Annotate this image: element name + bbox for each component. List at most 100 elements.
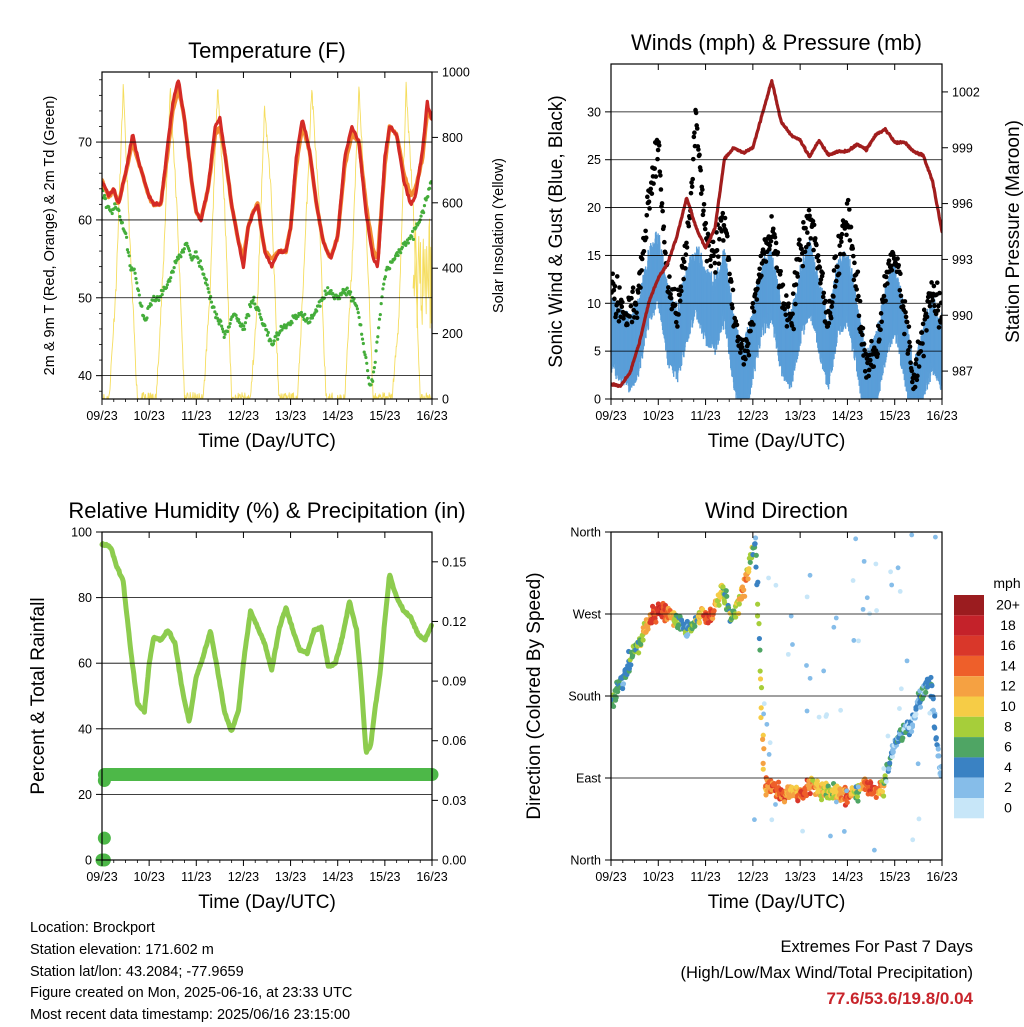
dewpoint-point	[414, 225, 418, 229]
dewpoint-point	[259, 317, 264, 322]
wind-gust-point	[869, 338, 874, 344]
wind-gust-point	[772, 234, 778, 240]
wind-gust-point	[712, 260, 718, 266]
wind-direction-point	[825, 783, 831, 789]
wind-direction-point	[923, 689, 929, 695]
wind-direction-point	[929, 683, 935, 689]
wind-gust-point	[878, 327, 883, 333]
wind-gust-point	[696, 147, 701, 152]
dewpoint-point	[329, 289, 333, 293]
wind-gust-point	[655, 147, 661, 153]
wind-direction-point	[881, 793, 887, 799]
wind-direction-point	[873, 561, 879, 567]
y-tick-label: 80	[78, 591, 92, 605]
wind-gust-point	[871, 364, 877, 369]
wind-gust-point	[746, 341, 751, 346]
wind-gust-point	[833, 278, 839, 284]
y-tick-label: 0	[594, 393, 601, 407]
wind-gust-point	[790, 311, 795, 317]
chart-title-0: Temperature (F)	[188, 38, 346, 63]
wind-direction-point	[747, 559, 753, 565]
wind-direction-point	[860, 606, 866, 612]
dewpoint-point	[400, 245, 404, 249]
dewpoint-point	[172, 265, 176, 270]
wind-gust-point	[938, 320, 942, 325]
wind-gust-point	[930, 298, 936, 303]
dewpoint-point	[194, 250, 198, 254]
legend-label: 6	[1004, 739, 1012, 755]
wind-direction-point	[753, 564, 759, 570]
y-tick-label: West	[573, 608, 602, 622]
wind-direction-point	[937, 770, 942, 776]
dewpoint-point	[357, 315, 361, 320]
wind-gust-point	[662, 239, 667, 245]
dewpoint-point	[126, 250, 130, 254]
wind-gust-point	[909, 368, 915, 374]
wind-direction-point	[909, 532, 915, 538]
y-axis-label-2: Percent & Total Rainfall	[28, 597, 49, 794]
y-tick-label: 40	[78, 369, 92, 383]
wind-gust-point	[644, 212, 650, 218]
wind-gust-point	[845, 197, 851, 203]
dewpoint-point	[355, 307, 360, 311]
dewpoint-point	[152, 294, 156, 298]
wind-gust-point	[658, 187, 664, 192]
wind-gust-point	[749, 305, 755, 310]
wind-direction-point	[818, 797, 825, 803]
dewpoint-point	[383, 275, 388, 279]
wind-gust-point	[611, 271, 616, 277]
dewpoint-point	[362, 350, 366, 354]
wind-gust-point	[666, 285, 671, 290]
wind-gust-point	[885, 281, 890, 286]
dewpoint-point	[120, 221, 124, 225]
y-tick-label: 20	[78, 788, 92, 802]
wind-direction-point	[807, 572, 813, 578]
wind-gust-point	[800, 263, 806, 269]
wind-gust-point	[927, 303, 933, 309]
wind-gust-point	[889, 267, 895, 273]
wind-gust-point	[896, 262, 901, 268]
y-tick-label: 0	[85, 854, 92, 868]
wind-gust-point	[627, 314, 633, 319]
wind-gust-point	[938, 300, 942, 306]
wind-gust-point	[817, 265, 823, 270]
dewpoint-point	[160, 292, 164, 297]
dewpoint-point	[396, 253, 400, 258]
dewpoint-point	[372, 366, 376, 370]
wind-gust-point	[904, 319, 910, 325]
wind-gust-point	[860, 325, 866, 331]
dewpoint-point	[141, 314, 146, 318]
dewpoint-point	[174, 261, 178, 265]
wind-direction-point	[935, 746, 941, 752]
y-tick-label: 40	[78, 722, 92, 736]
wind-gust-point	[677, 298, 683, 304]
y2-axis-label-0: Solar Insolation (Yellow)	[491, 158, 507, 313]
x-tick-label: 12/23	[737, 870, 768, 884]
chart-title-2: Relative Humidity (%) & Precipitation (i…	[68, 498, 465, 523]
wind-gust-point	[908, 360, 913, 366]
wind-gust-point	[816, 258, 821, 264]
dewpoint-point	[164, 285, 169, 290]
y-axis-label-0: 2m & 9m T (Red, Orange) & 2m Td (Green)	[42, 96, 58, 376]
wind-gust-point	[713, 270, 718, 275]
x-tick-label: 10/23	[643, 870, 674, 884]
wind-direction-point	[895, 565, 901, 571]
dewpoint-point	[205, 283, 209, 287]
dewpoint-point	[222, 335, 226, 339]
wind-direction-point	[851, 638, 857, 643]
wind-gust-point	[754, 297, 760, 302]
wind-direction-point	[636, 650, 642, 656]
x-tick-label: 14/23	[832, 409, 863, 423]
wind-gust-point	[850, 253, 856, 259]
wind-gust-point	[921, 307, 927, 313]
wind-gust-point	[714, 247, 720, 253]
dewpoint-point	[422, 210, 426, 215]
dewpoint-point	[127, 254, 131, 258]
wind-gust-point	[903, 314, 909, 320]
y2-tick-label: 987	[952, 365, 973, 379]
wind-direction-point	[771, 780, 777, 787]
dewpoint-point	[294, 317, 298, 321]
wind-direction-point	[745, 576, 751, 582]
dewpoint-point	[257, 308, 261, 313]
dewpoint-point	[410, 229, 415, 233]
